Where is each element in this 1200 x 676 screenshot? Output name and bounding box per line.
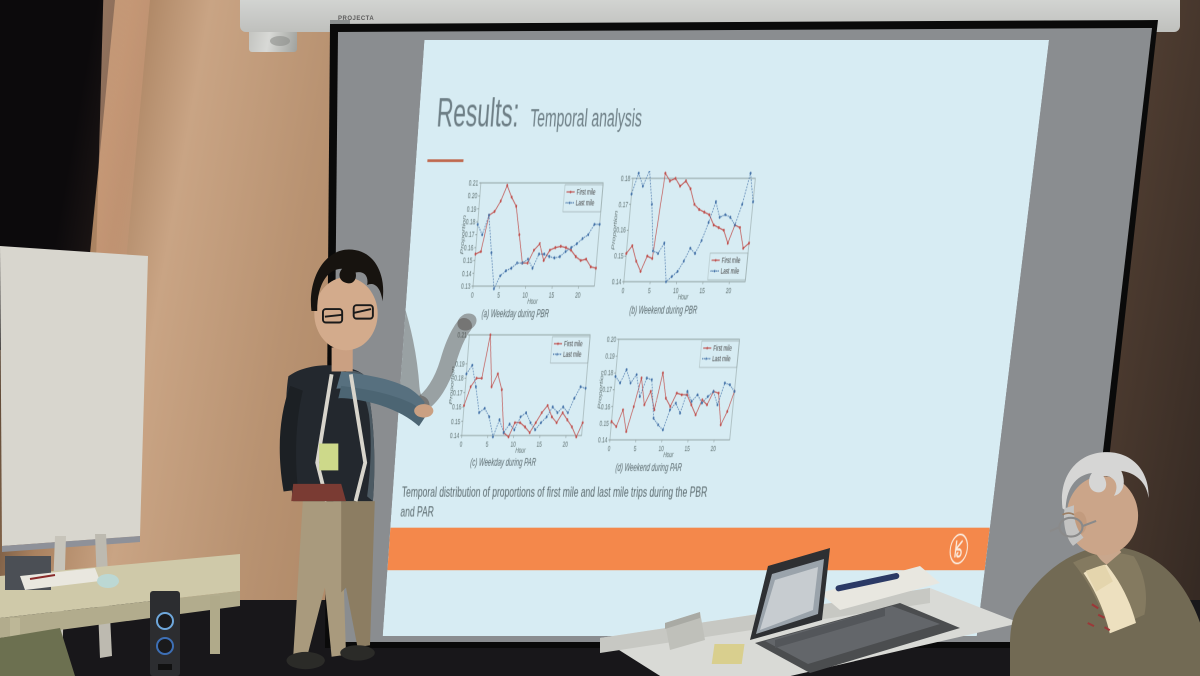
svg-text:Last mile: Last mile	[575, 200, 594, 208]
svg-text:0.14: 0.14	[462, 269, 472, 278]
svg-text:Last mile: Last mile	[563, 351, 582, 359]
svg-text:0.18: 0.18	[620, 174, 630, 184]
svg-text:20: 20	[575, 291, 581, 300]
svg-text:Hour: Hour	[677, 292, 689, 301]
svg-text:First mile: First mile	[721, 257, 741, 265]
svg-text:0: 0	[621, 286, 625, 295]
svg-text:Last mile: Last mile	[712, 355, 731, 363]
svg-text:First mile: First mile	[576, 189, 596, 197]
svg-text:Hour: Hour	[663, 450, 675, 459]
svg-text:0.14: 0.14	[598, 436, 608, 445]
svg-text:0.19: 0.19	[605, 352, 615, 361]
svg-text:20: 20	[710, 444, 716, 453]
svg-text:First mile: First mile	[564, 340, 583, 348]
svg-text:0.19: 0.19	[466, 204, 476, 214]
svg-text:0.15: 0.15	[463, 256, 473, 265]
svg-text:15: 15	[548, 291, 554, 300]
svg-text:0.17: 0.17	[618, 200, 628, 210]
svg-text:0.20: 0.20	[606, 335, 616, 344]
svg-text:5: 5	[633, 444, 636, 453]
svg-text:0.15: 0.15	[614, 252, 624, 261]
svg-text:0.21: 0.21	[468, 178, 478, 188]
svg-text:5: 5	[497, 291, 500, 300]
svg-text:15: 15	[699, 286, 705, 295]
svg-text:5: 5	[648, 286, 652, 295]
svg-text:Hour: Hour	[527, 297, 539, 306]
svg-text:15: 15	[684, 444, 690, 453]
svg-text:0: 0	[471, 291, 474, 300]
svg-text:15: 15	[536, 440, 542, 449]
svg-text:Hour: Hour	[515, 446, 526, 455]
svg-text:0.18: 0.18	[603, 369, 613, 378]
svg-text:0.15: 0.15	[599, 419, 609, 428]
svg-text:First mile: First mile	[713, 345, 732, 353]
svg-text:Last mile: Last mile	[720, 268, 739, 276]
svg-text:0.14: 0.14	[611, 277, 621, 286]
svg-text:0.13: 0.13	[461, 282, 471, 291]
svg-text:0: 0	[459, 440, 462, 449]
svg-text:20: 20	[562, 440, 568, 449]
svg-text:5: 5	[485, 440, 488, 449]
svg-text:0: 0	[607, 444, 610, 453]
svg-text:0.14: 0.14	[450, 431, 460, 440]
svg-text:0.20: 0.20	[467, 191, 477, 201]
svg-text:20: 20	[725, 286, 731, 295]
